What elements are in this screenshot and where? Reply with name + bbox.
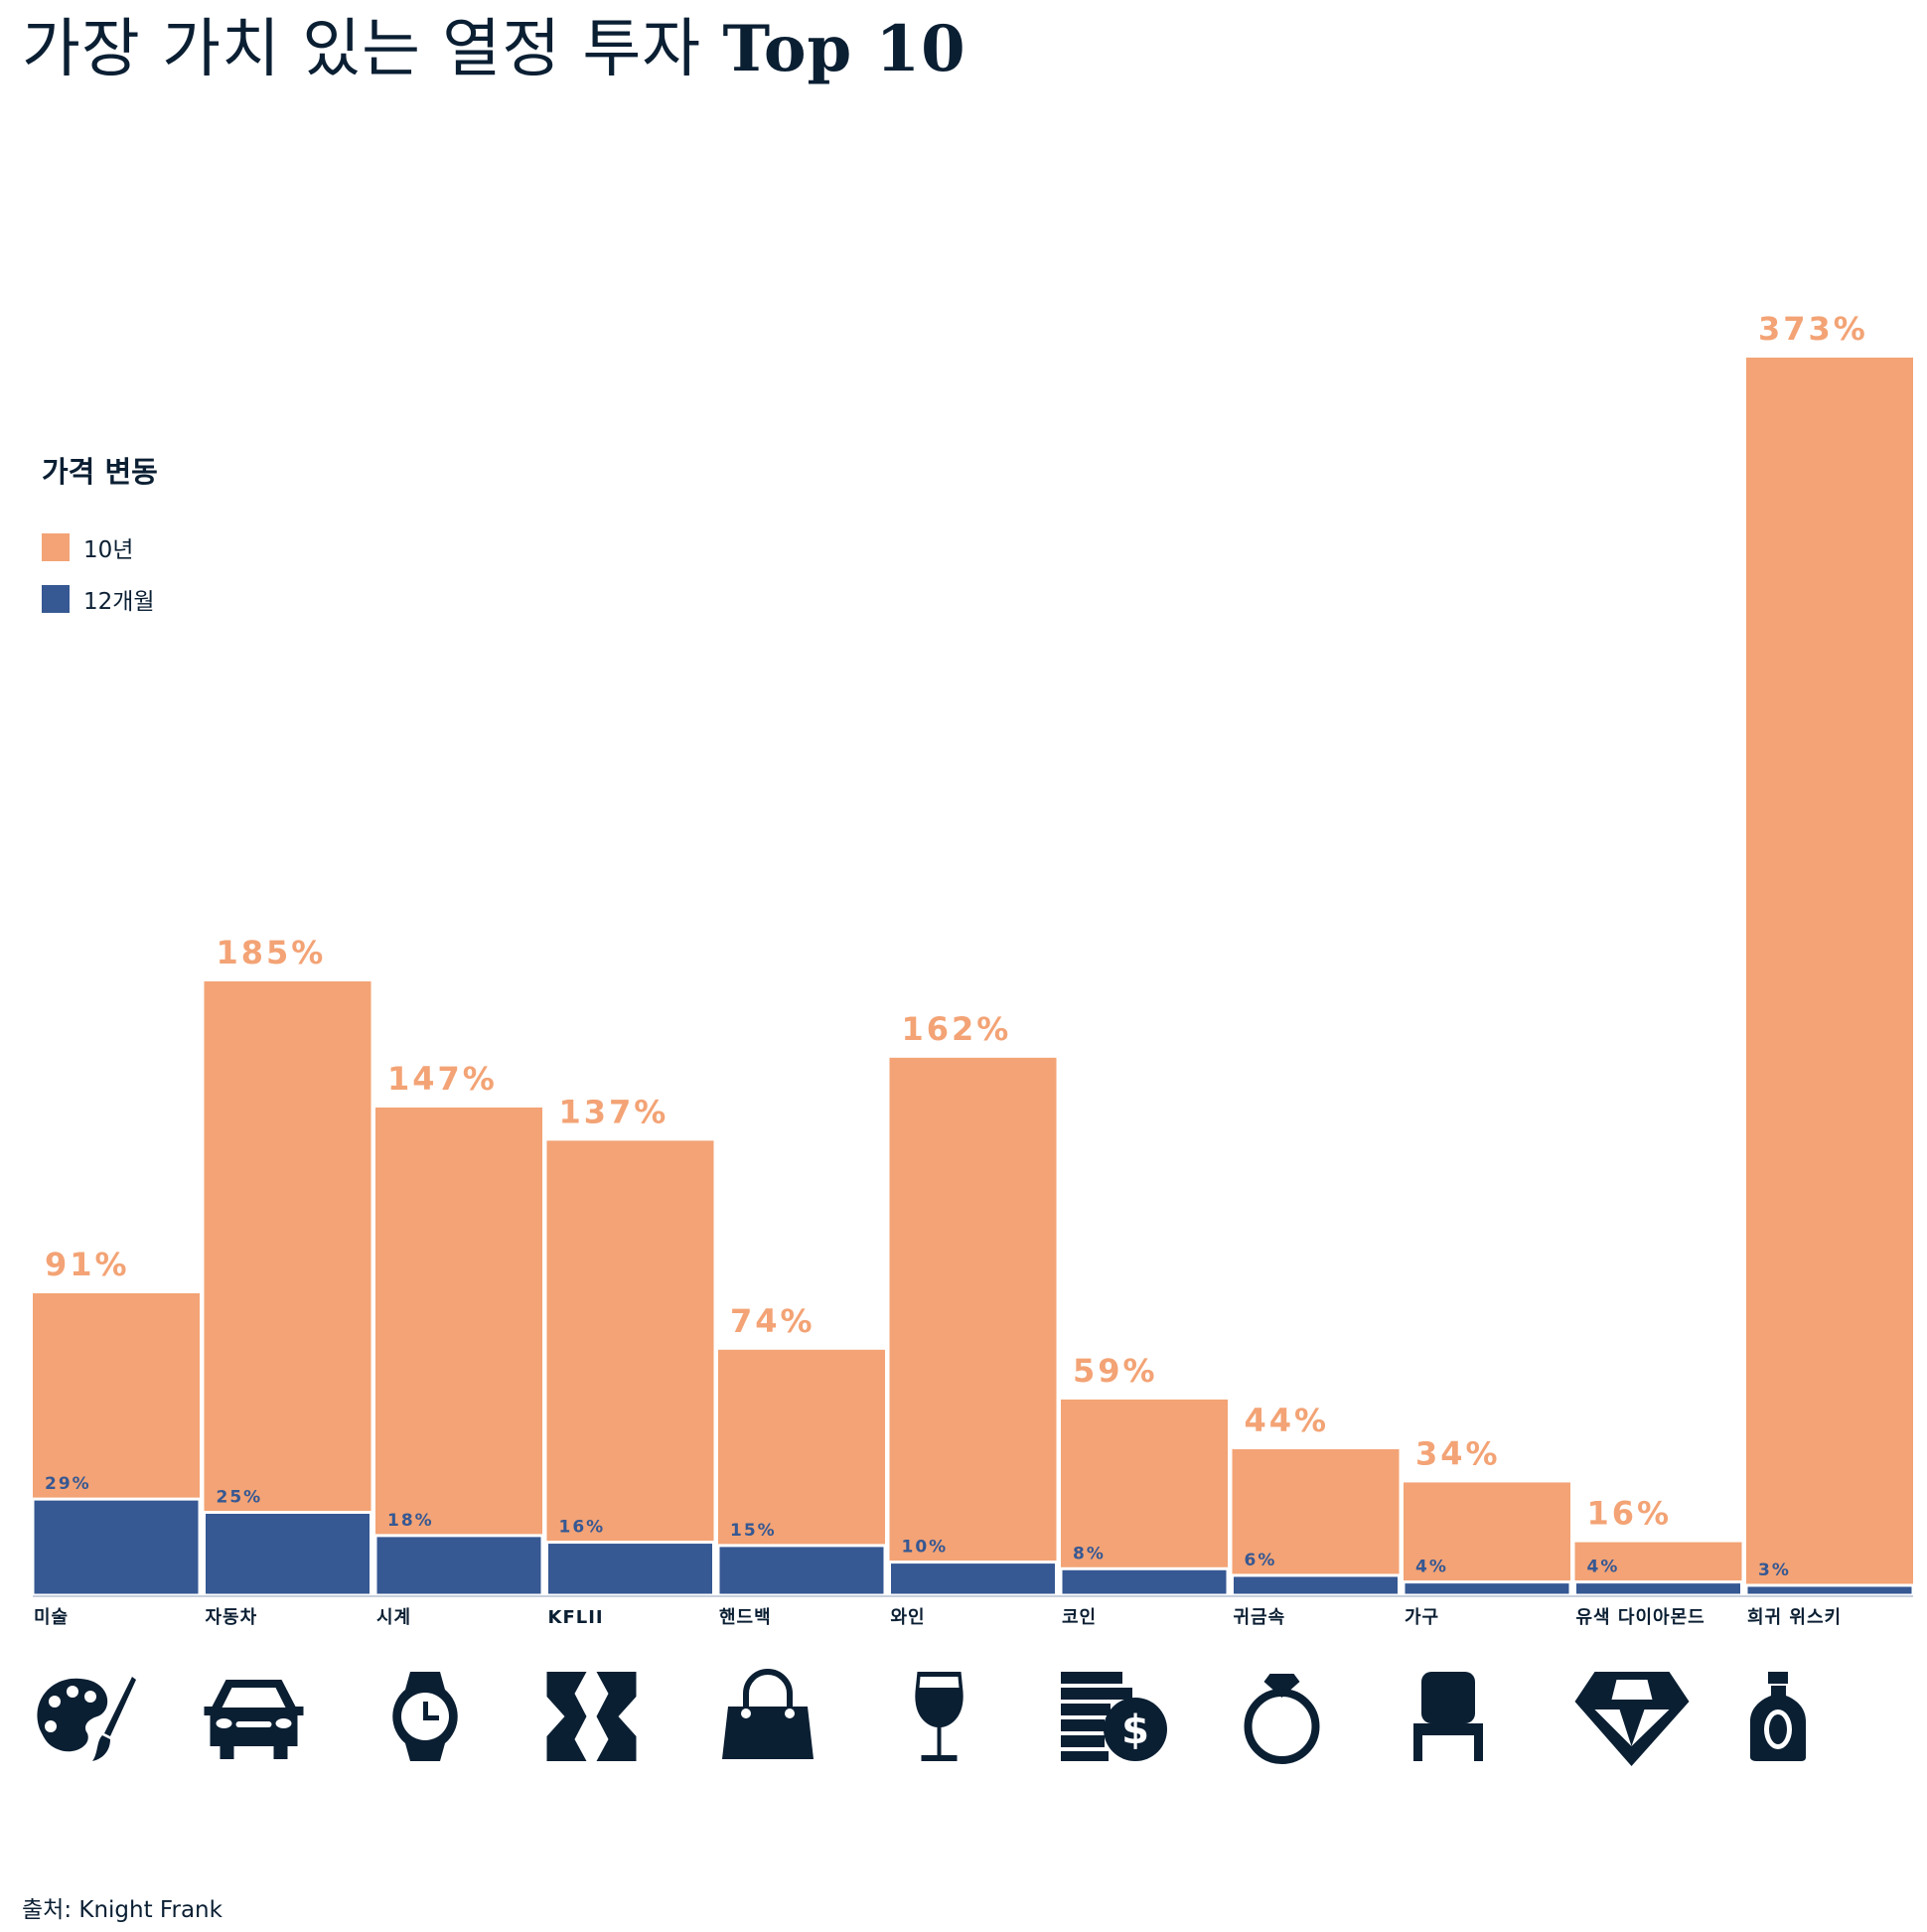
data-label-12m: 18% (387, 1511, 434, 1531)
source-note: 출처: Knight Frank (22, 1897, 222, 1923)
bar-12m (373, 1534, 544, 1597)
kflii-icon (546, 1672, 637, 1761)
bar-10y (375, 1107, 542, 1595)
bar-10y (1404, 1482, 1570, 1595)
legend-item-12m: 12개월 (42, 582, 158, 616)
wine-glass-icon (915, 1672, 964, 1761)
data-label-12m: 25% (217, 1487, 263, 1507)
data-label-12m: 29% (45, 1474, 91, 1494)
chair-icon (1413, 1672, 1483, 1761)
legend-label: 10년 (83, 537, 134, 563)
bar-12m (1059, 1566, 1230, 1597)
data-label-10y: 74% (730, 1302, 815, 1340)
bar-10y (1232, 1449, 1400, 1595)
bar-12m (545, 1541, 715, 1597)
category-label: 가구 (1405, 1607, 1439, 1628)
data-label-10y: 59% (1073, 1352, 1158, 1390)
car-icon (204, 1680, 304, 1759)
data-label-10y: 91% (45, 1246, 130, 1283)
bar-12m (1231, 1573, 1401, 1597)
bar-12m (31, 1497, 202, 1597)
legend-item-10y: 10년 (42, 530, 158, 564)
data-label-10y: 147% (387, 1060, 498, 1098)
category-label: 시계 (376, 1607, 411, 1628)
title-korean: 가장 가치 있는 열정 투자 (22, 13, 702, 86)
data-label-12m: 3% (1758, 1560, 1791, 1580)
data-label-10y: 137% (559, 1093, 669, 1130)
category-label: 유색 다이아몬드 (1576, 1607, 1705, 1628)
legend-label: 12개월 (83, 589, 155, 615)
legend-title: 가격 변동 (42, 455, 158, 489)
legend-swatch (42, 533, 70, 561)
data-label-12m: 10% (902, 1538, 949, 1558)
category-label: 자동차 (206, 1607, 258, 1628)
bar-10y (889, 1057, 1057, 1595)
category-label: KFLII (548, 1607, 604, 1628)
watch-icon (392, 1672, 458, 1761)
data-label-10y: 162% (902, 1010, 1012, 1048)
data-label-12m: 16% (559, 1518, 606, 1538)
bar-12m (716, 1544, 887, 1597)
bar-12m (1402, 1580, 1572, 1597)
category-label: 귀금속 (1234, 1607, 1286, 1628)
data-label-10y: 44% (1245, 1402, 1330, 1439)
category-label: 핸드백 (719, 1607, 772, 1628)
data-label-12m: 15% (730, 1521, 777, 1541)
palette-icon (37, 1677, 136, 1761)
bar-12m (888, 1560, 1058, 1597)
data-label-10y: 16% (1587, 1495, 1673, 1533)
data-label-10y: 34% (1415, 1434, 1501, 1472)
title-english: Top 10 (722, 12, 966, 86)
data-label-12m: 8% (1073, 1544, 1106, 1563)
legend-swatch (42, 585, 70, 613)
data-label-12m: 4% (1587, 1558, 1620, 1577)
bar-10y (1746, 358, 1913, 1595)
data-label-12m: 4% (1415, 1558, 1448, 1577)
bar-10y (546, 1140, 714, 1595)
data-label-10y: 185% (217, 934, 327, 971)
data-label-12m: 6% (1245, 1551, 1277, 1570)
category-label: 와인 (891, 1607, 926, 1628)
data-label-10y: 373% (1758, 310, 1868, 348)
whisky-bottle-icon (1750, 1672, 1806, 1761)
category-label: 희귀 위스키 (1747, 1607, 1842, 1628)
diamond-icon (1574, 1672, 1690, 1766)
bar-12m (1573, 1580, 1743, 1597)
category-label: 미술 (34, 1607, 69, 1628)
chart-title: 가장 가치 있는 열정 투자 Top 10 (22, 0, 966, 89)
legend: 가격 변동 10년 12개월 (42, 449, 158, 634)
category-label: 코인 (1062, 1607, 1097, 1628)
svg-text:$: $ (1121, 1708, 1149, 1753)
bar-12m (203, 1510, 372, 1597)
handbag-icon (722, 1669, 814, 1759)
bar-10y (1061, 1399, 1228, 1595)
coins-icon: $ (1061, 1672, 1167, 1761)
ring-icon (1244, 1674, 1320, 1764)
bar-12m (1744, 1583, 1915, 1597)
bar-10y (204, 981, 371, 1595)
